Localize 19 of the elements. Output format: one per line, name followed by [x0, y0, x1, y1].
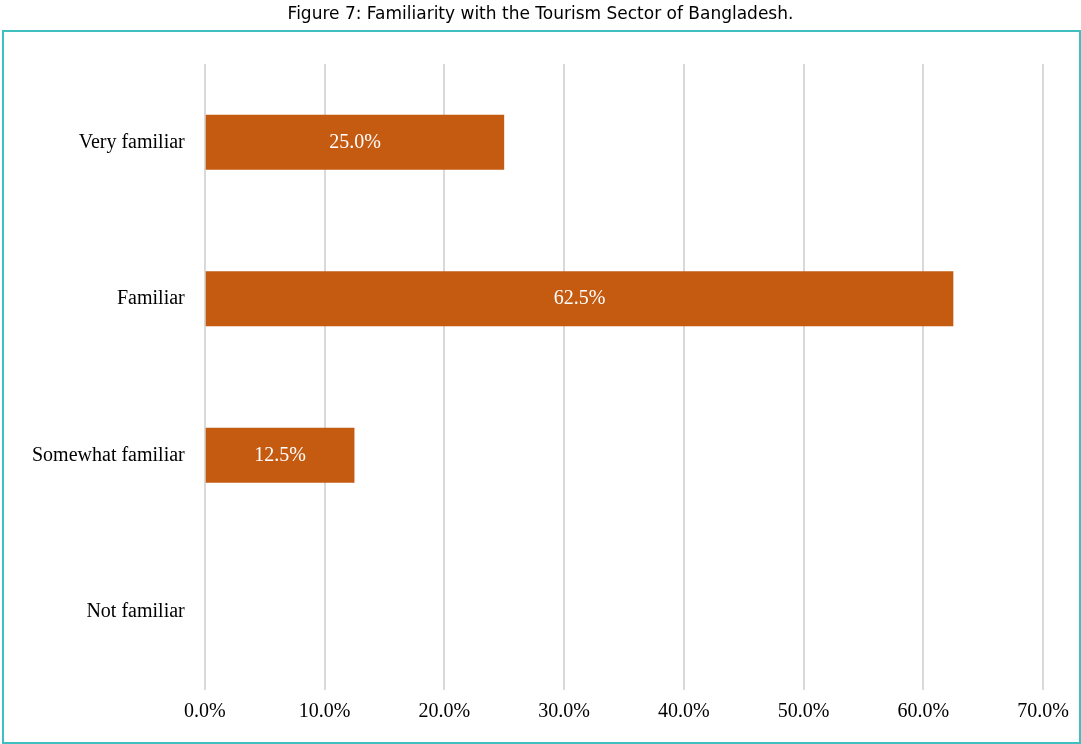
y-tick-label: Somewhat familiar	[32, 442, 186, 465]
bar	[205, 427, 355, 483]
data-label: 12.5%	[254, 442, 306, 465]
bar	[205, 114, 505, 170]
x-tick-label: 70.0%	[1017, 699, 1070, 722]
data-label: 62.5%	[553, 286, 606, 308]
bar	[205, 271, 954, 327]
y-tick-label: Not familiar	[86, 599, 186, 621]
x-tick-label: 20.0%	[418, 699, 471, 722]
chart-title: Figure 7: Familiarity with the Tourism Sector of Bangladesh.	[286, 3, 795, 23]
x-tick-label: 50.0%	[777, 699, 830, 722]
x-tick-label: 40.0%	[658, 699, 710, 722]
data-label: 25.0%	[329, 129, 381, 152]
x-tick-label: 0.0%	[183, 699, 226, 722]
x-tick-label: 30.0%	[538, 699, 590, 722]
x-tick-label: 60.0%	[897, 699, 950, 722]
x-tick-label: 10.0%	[298, 699, 351, 722]
y-tick-label: Familiar	[116, 286, 186, 308]
y-tick-label: Very familiar	[78, 129, 186, 153]
